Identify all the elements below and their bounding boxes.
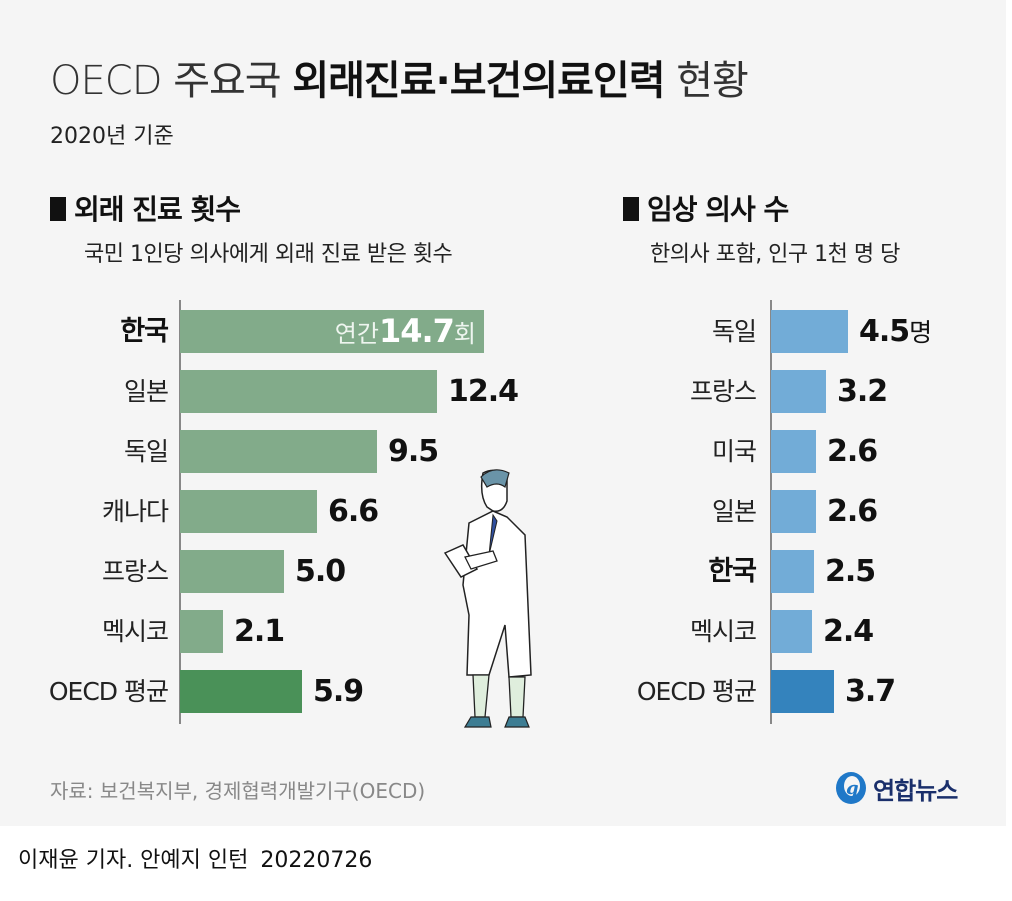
bar: [771, 430, 816, 473]
section-title-visits: 외래 진료 횟수: [50, 188, 241, 228]
category-label: 멕시코: [101, 617, 169, 646]
bar-value-label: 5.9: [313, 670, 364, 713]
bar: [180, 490, 317, 533]
category-label: 일본: [711, 497, 757, 526]
category-label: 프랑스: [101, 557, 169, 586]
section-title-text: 임상 의사 수: [647, 193, 789, 226]
bar: [180, 430, 377, 473]
value-number: 2.5: [825, 554, 876, 589]
section-title-text: 외래 진료 횟수: [74, 193, 241, 226]
bar-value-label: 2.1: [234, 610, 285, 653]
category-label: OECD 평균: [636, 677, 757, 706]
value-number: 2.6: [827, 434, 878, 469]
value-number: 5.0: [295, 554, 346, 589]
section-note-doctors: 한의사 포함, 인구 1천 명 당: [650, 242, 900, 267]
bar: [180, 370, 437, 413]
date-text: 20220726: [260, 848, 373, 873]
bar: [180, 670, 302, 713]
doctor-illustration: [443, 469, 532, 728]
value-number: 3.7: [845, 674, 896, 709]
title-prefix: OECD 주요국: [50, 58, 293, 104]
category-label: 멕시코: [689, 617, 757, 646]
bar: [180, 550, 284, 593]
bar: [771, 310, 848, 353]
footer-credit: 이재윤 기자. 안예지 인턴 20220726: [18, 842, 372, 874]
section-note-visits: 국민 1인당 의사에게 외래 진료 받은 횟수: [84, 242, 453, 267]
bar-value-label: 2.6: [827, 490, 878, 533]
bar: 연간14.7회: [180, 310, 484, 353]
value-number: 2.4: [823, 614, 874, 649]
value-number: 5.9: [313, 674, 364, 709]
yonhap-logo-icon: g: [836, 772, 866, 804]
bar: [180, 610, 223, 653]
bar-value-label: 2.5: [825, 550, 876, 593]
bar-value-label: 연간14.7회: [335, 310, 476, 356]
value-number: 6.6: [328, 494, 379, 529]
bar-value-label: 4.5명: [859, 310, 932, 354]
category-label: 미국: [711, 437, 757, 466]
bar-value-label: 3.7: [845, 670, 896, 713]
value-number: 2.6: [827, 494, 878, 529]
bar: [771, 490, 816, 533]
credit-text: 이재윤 기자. 안예지 인턴: [18, 848, 249, 873]
source-note: 자료: 보건복지부, 경제협력개발기구(OECD): [50, 779, 426, 803]
category-label: 한국: [708, 556, 757, 587]
category-label: 한국: [120, 316, 169, 347]
section-title-doctors: 임상 의사 수: [623, 188, 789, 228]
value-number: 2.1: [234, 614, 285, 649]
category-label: 프랑스: [689, 377, 757, 406]
value-number: 12.4: [448, 374, 519, 409]
value-number: 4.5: [859, 314, 910, 349]
bar-value-label: 2.6: [827, 430, 878, 473]
page-title: OECD 주요국 외래진료·보건의료인력 현황: [50, 48, 749, 106]
infographic-panel: [0, 0, 1006, 826]
title-bold: 외래진료·보건의료인력: [292, 58, 665, 104]
bar: [771, 670, 834, 713]
yonhap-logo: g 연합뉴스: [833, 770, 958, 806]
value-number: 9.5: [388, 434, 439, 469]
bar-value-label: 2.4: [823, 610, 874, 653]
value-number: 14.7: [378, 312, 455, 350]
value-number: 3.2: [837, 374, 888, 409]
category-label: 일본: [123, 377, 169, 406]
category-label: 독일: [123, 437, 169, 466]
subtitle: 2020년 기준: [50, 124, 174, 149]
bar: [771, 550, 814, 593]
bar-value-label: 6.6: [328, 490, 379, 533]
square-bullet-icon: [50, 197, 66, 221]
bar-value-label: 9.5: [388, 430, 439, 473]
bar-value-label: 12.4: [448, 370, 519, 413]
value-unit: 회: [453, 320, 476, 348]
bar: [771, 370, 826, 413]
value-prefix: 연간: [334, 320, 379, 348]
category-label: 캐나다: [101, 497, 169, 526]
bar-value-label: 3.2: [837, 370, 888, 413]
bar: [771, 610, 812, 653]
svg-text:g: g: [846, 778, 859, 799]
logo-text: 연합뉴스: [873, 776, 958, 805]
title-suffix: 현황: [664, 58, 749, 104]
value-unit: 명: [909, 318, 932, 347]
square-bullet-icon: [623, 197, 639, 221]
category-label: OECD 평균: [48, 677, 169, 706]
category-label: 독일: [711, 317, 757, 346]
bar-value-label: 5.0: [295, 550, 346, 593]
